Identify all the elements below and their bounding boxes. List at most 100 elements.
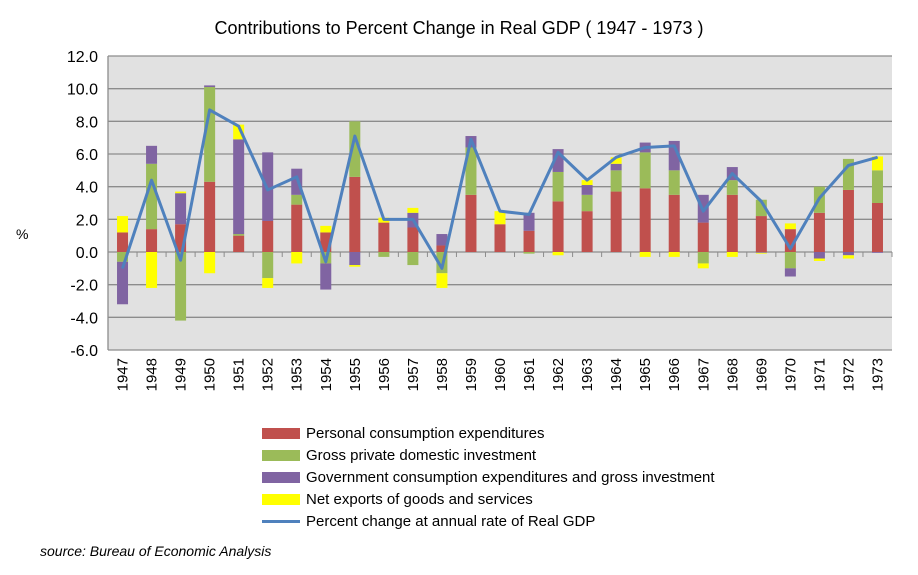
bar-segment xyxy=(494,224,506,252)
bar-segment xyxy=(262,220,274,252)
y-tick-label: 12.0 xyxy=(67,49,98,66)
bar-segment xyxy=(871,252,883,253)
bar-segment xyxy=(726,180,738,195)
x-tick-label: 1966 xyxy=(666,358,683,391)
bar-segment xyxy=(610,170,622,192)
y-tick-label: 0.0 xyxy=(76,245,98,262)
bar-segment xyxy=(755,252,767,254)
bar-segment xyxy=(146,145,158,164)
bar-segment xyxy=(320,263,332,290)
x-tick-label: 1947 xyxy=(115,358,132,391)
bar-segment xyxy=(755,199,767,217)
bar-segment xyxy=(697,252,709,264)
gdp-point xyxy=(586,179,588,181)
bar-segment xyxy=(407,252,419,266)
bar-segment xyxy=(610,191,622,252)
legend-item-pce: Personal consumption expenditures xyxy=(262,422,715,444)
x-tick-label: 1952 xyxy=(260,358,277,391)
bar-segment xyxy=(871,156,883,171)
legend-swatch xyxy=(262,471,300,483)
bar-segment xyxy=(436,245,448,252)
bar-segment xyxy=(784,252,796,269)
bar-segment xyxy=(581,194,593,212)
bar-segment xyxy=(262,252,274,279)
bar-segment xyxy=(581,180,593,186)
bar-segment xyxy=(146,163,158,230)
bar-segment xyxy=(262,278,274,288)
bar-segment xyxy=(581,211,593,252)
gdp-point xyxy=(151,179,153,181)
bar-segment xyxy=(117,252,129,262)
bar-segment xyxy=(639,152,651,189)
x-tick-label: 1969 xyxy=(753,358,770,391)
bar-segment xyxy=(117,216,129,233)
gdp-point xyxy=(731,173,733,175)
y-tick-label: 4.0 xyxy=(76,180,98,197)
bar-segment xyxy=(523,230,535,252)
bar-segment xyxy=(552,252,564,256)
x-tick-label: 1957 xyxy=(405,358,422,391)
bar-segment xyxy=(784,268,796,277)
legend-label: Gross private domestic investment xyxy=(306,446,537,464)
gdp-point xyxy=(789,248,791,250)
bar-segment xyxy=(755,216,767,252)
bar-segment xyxy=(494,211,506,225)
x-tick-label: 1953 xyxy=(289,358,306,391)
x-tick-label: 1960 xyxy=(492,358,509,391)
x-tick-label: 1948 xyxy=(144,358,161,391)
legend-item-gpdi: Gross private domestic investment xyxy=(262,444,715,466)
bar-segment xyxy=(871,170,883,203)
legend-label: Percent change at annual rate of Real GD… xyxy=(306,512,596,530)
bar-segment xyxy=(552,171,564,202)
bar-segment xyxy=(523,212,535,231)
bar-segment xyxy=(233,124,245,140)
gdp-point xyxy=(615,156,617,158)
bar-segment xyxy=(320,232,332,252)
y-tick-label: 2.0 xyxy=(76,212,98,229)
bar-segment xyxy=(784,229,796,252)
bar-segment xyxy=(668,170,680,195)
bar-segment xyxy=(668,252,680,257)
x-tick-label: 1955 xyxy=(347,358,364,391)
bar-segment xyxy=(523,252,535,254)
legend-item-gdp: Percent change at annual rate of Real GD… xyxy=(262,510,715,532)
gdp-point xyxy=(644,146,646,148)
gdp-point xyxy=(847,164,849,166)
bar-segment xyxy=(697,222,709,252)
x-tick-label: 1971 xyxy=(811,358,828,391)
legend-swatch xyxy=(262,427,300,439)
bar-segment xyxy=(378,222,390,252)
legend-label: Net exports of goods and services xyxy=(306,490,533,508)
legend-swatch xyxy=(262,493,300,505)
gdp-point xyxy=(760,200,762,202)
y-tick-label: 10.0 xyxy=(67,82,98,99)
bar-segment xyxy=(233,139,245,235)
bar-segment xyxy=(175,193,187,225)
bar-segment xyxy=(233,234,245,236)
bar-segment xyxy=(349,176,361,252)
bar-segment xyxy=(610,163,622,171)
chart-title: Contributions to Percent Change in Real … xyxy=(214,18,704,38)
x-tick-label: 1950 xyxy=(202,358,219,391)
bar-segment xyxy=(349,265,361,267)
source-note: source: Bureau of Economic Analysis xyxy=(40,543,272,559)
x-tick-label: 1949 xyxy=(173,358,190,391)
bar-segment xyxy=(465,147,477,195)
bar-segment xyxy=(581,185,593,195)
bar-segment xyxy=(813,212,825,252)
bar-segment xyxy=(204,252,216,274)
legend-label: Government consumption expenditures and … xyxy=(306,468,715,486)
x-tick-label: 1958 xyxy=(434,358,451,391)
bar-segment xyxy=(639,188,651,252)
bar-segment xyxy=(146,252,158,288)
bar-segment xyxy=(552,149,564,172)
bar-segment xyxy=(175,191,187,194)
bar-segment xyxy=(291,204,303,252)
bar-segment xyxy=(842,255,854,259)
gdp-point xyxy=(122,267,124,269)
bar-segment xyxy=(697,263,709,269)
gdp-point xyxy=(354,135,356,137)
x-tick-label: 1963 xyxy=(579,358,596,391)
y-tick-label: 8.0 xyxy=(76,114,98,131)
